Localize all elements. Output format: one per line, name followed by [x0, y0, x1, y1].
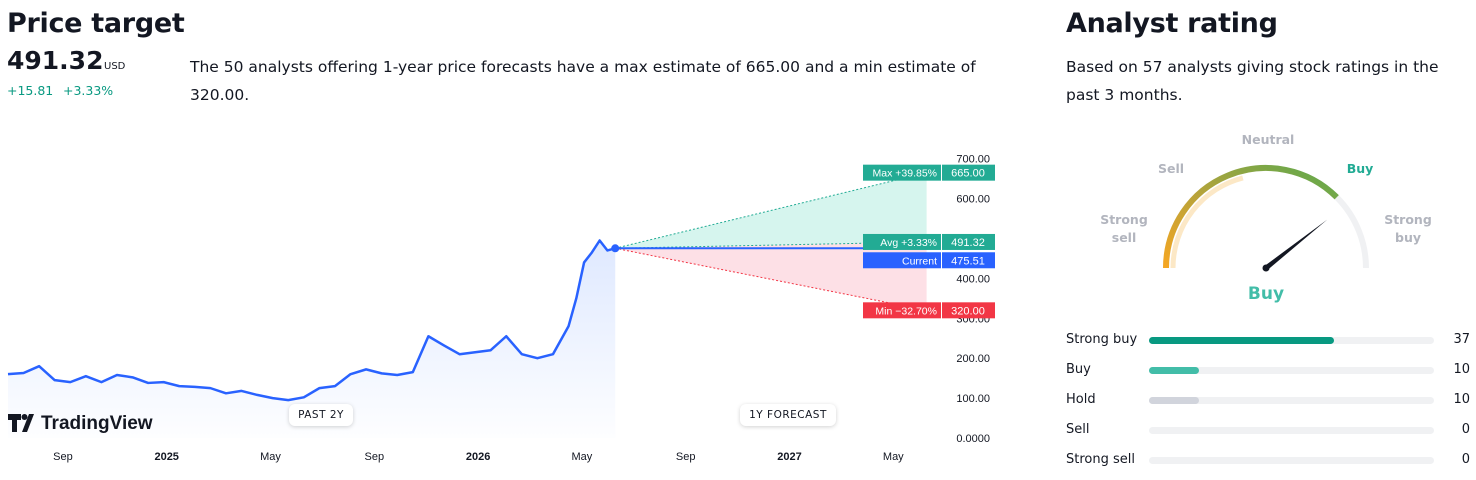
- tradingview-logo[interactable]: TradingView: [8, 411, 168, 435]
- gauge-inner-track: [1170, 175, 1244, 269]
- rating-row-count: 37: [1453, 332, 1470, 347]
- y-axis-tick-label: 0.0000: [956, 433, 990, 445]
- 1y-forecast-button[interactable]: 1Y FORECAST: [740, 404, 836, 426]
- rating-row-label: Hold: [1066, 392, 1096, 407]
- min-estimate-label-box: [863, 302, 941, 319]
- rating-row-label: Strong buy: [1066, 332, 1138, 347]
- avg-estimate-label-text: Avg +3.33%: [880, 237, 937, 249]
- current-price-value-box: [942, 252, 995, 269]
- gauge-label-strong-buy: Strong buy: [1384, 212, 1432, 245]
- rating-verdict: Buy: [1247, 284, 1285, 304]
- min-estimate-value-box: [942, 302, 995, 319]
- gauge-track: [1163, 165, 1369, 269]
- rating-row-label: Strong sell: [1066, 452, 1135, 467]
- avg-estimate-value-text: 491.32: [951, 237, 985, 249]
- gauge-label-strong-sell: Strong sell: [1100, 212, 1148, 245]
- rating-bar-track: [1149, 397, 1434, 404]
- analyst-rating-panel: Analyst rating Based on 57 analysts givi…: [1058, 0, 1476, 480]
- rating-row-count: 0: [1461, 422, 1470, 437]
- avg-estimate-label: Avg +3.33% 491.32: [863, 233, 995, 250]
- min-estimate-label: Min −32.70% 320.00: [863, 302, 995, 319]
- avg-estimate-label-box: [863, 233, 941, 250]
- gauge-fill: [1163, 165, 1339, 269]
- analyst-rating-title: Analyst rating: [1066, 8, 1278, 39]
- rating-gauge: [1163, 165, 1369, 272]
- rating-bar-track: [1149, 367, 1434, 374]
- min-estimate-label-text: Min −32.70%: [875, 305, 937, 317]
- min-estimate-value-text: 320.00: [951, 305, 985, 317]
- y-axis-tick-label: 200.00: [956, 353, 990, 365]
- rating-row: Hold 10: [1066, 390, 1470, 410]
- current-price-point[interactable]: [611, 244, 620, 253]
- rating-bar-fill: [1149, 367, 1199, 374]
- price-target-title: Price target: [7, 8, 185, 39]
- x-axis-tick-label: May: [260, 451, 281, 463]
- max-estimate-value-text: 665.00: [951, 168, 985, 180]
- rating-row-count: 10: [1453, 392, 1470, 407]
- max-estimate-label-box: [863, 164, 941, 181]
- price-target-description: The 50 analysts offering 1-year price fo…: [190, 58, 976, 104]
- past-2y-button[interactable]: PAST 2Y: [289, 404, 353, 426]
- price-history-line: [7, 239, 616, 402]
- gauge-label-buy: Buy: [1346, 161, 1374, 176]
- x-axis-tick-label: May: [883, 451, 904, 463]
- analyst-rating-description: Based on 57 analysts giving stock rating…: [1066, 58, 1439, 104]
- price-forecast-chart[interactable]: 700.00600.00500.00400.00300.00200.00100.…: [0, 0, 1010, 480]
- y-axis-tick-label: 400.00: [956, 273, 990, 285]
- rating-bar-fill: [1149, 337, 1334, 344]
- x-axis-tick-label: 2027: [777, 451, 801, 463]
- tradingview-logo-text: TradingView: [41, 413, 153, 434]
- forecast-min-line: [615, 247, 927, 311]
- gauge-label-neutral: Neutral: [1241, 132, 1295, 147]
- price-change-percent: +3.33%: [63, 83, 114, 98]
- y-axis-tick-label: 100.00: [956, 393, 990, 405]
- x-axis-tick-label: Sep: [53, 451, 73, 463]
- avg-estimate-value-box: [942, 233, 995, 250]
- rating-row-label: Buy: [1066, 362, 1091, 377]
- rating-bar-track: [1149, 457, 1434, 464]
- y-axis-tick-label: 600.00: [956, 194, 990, 206]
- tradingview-logo-mark: [8, 414, 21, 432]
- max-estimate-label: Max +39.85% 665.00: [863, 164, 995, 181]
- max-estimate-value-box: [942, 164, 995, 181]
- gauge-needle-hub: [1262, 264, 1270, 272]
- current-price-label-text: Current: [902, 255, 937, 267]
- current-price-value-text: 475.51: [951, 255, 985, 267]
- rating-bar-fill: [1149, 397, 1199, 404]
- rating-row-count: 0: [1461, 452, 1470, 467]
- forecast-max-line: [615, 172, 927, 249]
- price-change: +15.81: [7, 83, 54, 98]
- forecast-min-cone: [615, 241, 927, 311]
- rating-row: Buy 10: [1066, 360, 1470, 380]
- max-estimate-label-text: Max +39.85%: [873, 168, 938, 180]
- y-axis-tick-label: 700.00: [956, 154, 990, 166]
- rating-row-count: 10: [1453, 362, 1470, 377]
- rating-row: Strong sell 0: [1066, 450, 1470, 470]
- current-price-label: Current 475.51: [863, 252, 995, 269]
- rating-row-label: Sell: [1066, 422, 1090, 437]
- price-target-panel: Price target 491.32 USD +15.81 +3.33% Th…: [0, 0, 1010, 480]
- rating-bar-track: [1149, 337, 1434, 344]
- x-axis-tick-label: 2025: [154, 451, 178, 463]
- rating-row: Sell 0: [1066, 420, 1470, 440]
- x-axis-tick-label: 2026: [466, 451, 490, 463]
- gauge-needle: [1264, 219, 1328, 270]
- x-axis-tick-label: Sep: [676, 451, 696, 463]
- rating-row: Strong buy 37: [1066, 330, 1470, 350]
- history-area: [8, 240, 616, 438]
- rating-bar-track: [1149, 427, 1434, 434]
- x-axis-tick-label: May: [572, 451, 593, 463]
- x-axis-tick-label: Sep: [365, 451, 385, 463]
- current-price-label-box: [863, 252, 941, 269]
- price-target-value: 491.32: [7, 46, 104, 75]
- currency-label: USD: [104, 61, 126, 72]
- gauge-label-sell: Sell: [1157, 161, 1185, 176]
